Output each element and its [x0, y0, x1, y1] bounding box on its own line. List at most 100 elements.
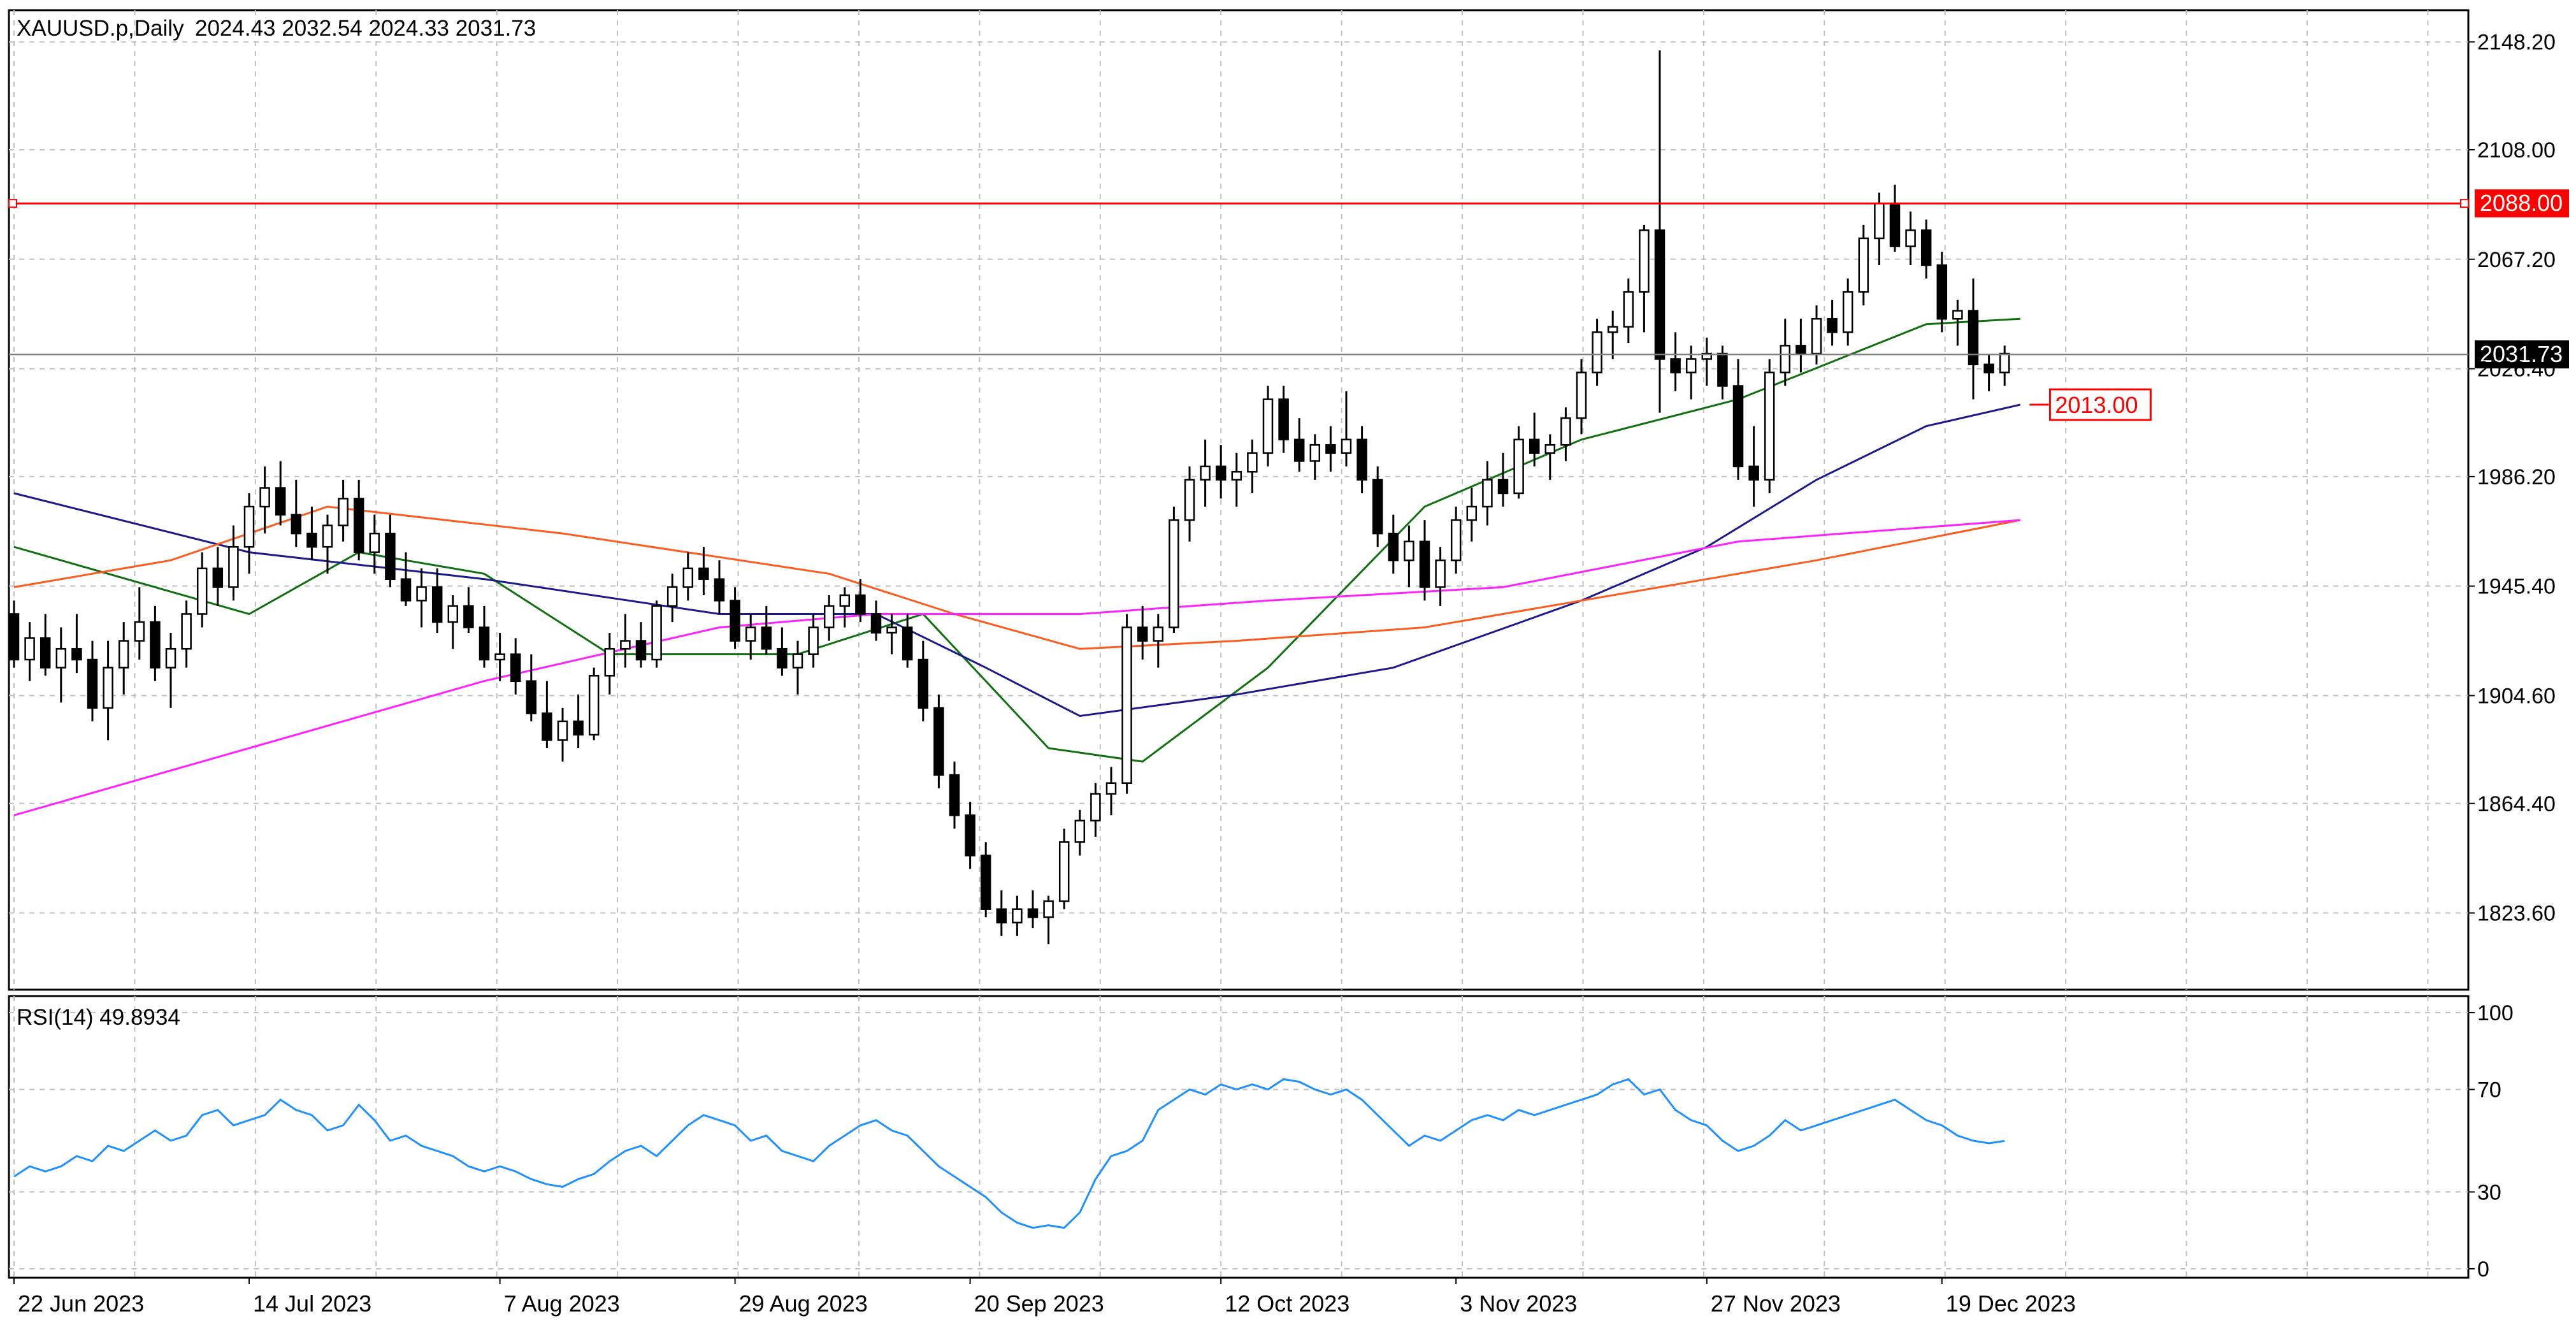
ma-line-ma_magenta [13, 519, 2020, 816]
candle [259, 466, 270, 534]
rsi-panel-frame [8, 995, 2470, 1279]
rsi-label: RSI(14) 49.8934 [17, 1005, 180, 1030]
current-price-tag [2475, 340, 2569, 369]
ma-line-ma_navy [13, 403, 2021, 718]
candle [1231, 452, 1242, 507]
candle [1121, 614, 1132, 794]
candle [745, 614, 756, 660]
candle [730, 587, 740, 649]
candle [306, 507, 317, 561]
candle [71, 614, 82, 674]
candle [1262, 386, 1274, 466]
price-tick-label: 1945.40 [2477, 575, 2556, 599]
candle [839, 587, 851, 628]
candle [118, 622, 129, 695]
candle [1215, 445, 1227, 499]
candle [1482, 461, 1493, 526]
candle [479, 605, 490, 668]
candle [40, 614, 51, 676]
chart-ohlc: 2024.43 2032.54 2024.33 2031.73 [195, 16, 536, 41]
candle [1027, 890, 1039, 929]
price-tick-label: 2026.40 [2477, 358, 2556, 382]
ma-line-ma_green [13, 317, 2020, 763]
resistance-handle-left[interactable] [8, 199, 17, 208]
candle [1748, 426, 1759, 507]
candle [1936, 251, 1948, 333]
candle [714, 560, 725, 614]
candle [996, 890, 1007, 936]
candle [431, 568, 443, 633]
date-tick-label: 7 Aug 2023 [504, 1290, 620, 1317]
candle [1968, 278, 1979, 400]
candle [1889, 184, 1901, 252]
candle [1074, 809, 1086, 856]
candle [1137, 605, 1148, 660]
candle [1874, 192, 1885, 266]
candle [291, 479, 302, 547]
candle [1983, 354, 1994, 391]
candle [322, 514, 333, 574]
candle [196, 552, 208, 628]
date-tick-label: 12 Oct 2023 [1225, 1290, 1349, 1317]
rsi-tick-label: 30 [2477, 1180, 2501, 1204]
candle [1607, 310, 1618, 359]
candle [651, 600, 662, 668]
candle [1576, 359, 1587, 435]
date-tick-label: 22 Jun 2023 [18, 1290, 144, 1317]
candle [181, 600, 192, 668]
candle [1529, 412, 1540, 466]
candle [463, 587, 474, 633]
candle [1623, 278, 1634, 343]
candle [1654, 50, 1666, 413]
candle [666, 574, 678, 623]
candle [933, 694, 944, 789]
candle [902, 614, 913, 668]
rsi-tick-label: 100 [2477, 1001, 2514, 1025]
date-tick-label: 19 Dec 2023 [1946, 1290, 2076, 1317]
candle [823, 595, 835, 641]
candle [1090, 783, 1101, 837]
candle [635, 622, 647, 668]
candles [8, 50, 2010, 944]
date-tick-label: 14 Jul 2023 [253, 1290, 371, 1317]
candle [1372, 466, 1383, 547]
resistance-price-tag [2475, 189, 2569, 218]
candle [1764, 359, 1775, 493]
candle [55, 627, 67, 703]
candle [620, 614, 631, 668]
candle [573, 694, 584, 749]
candle [917, 640, 929, 721]
candle [1466, 488, 1478, 542]
candle [965, 802, 975, 869]
rsi-tick-label: 70 [2477, 1078, 2501, 1102]
resistance-handle-right[interactable] [2460, 199, 2469, 208]
candle [416, 568, 427, 628]
candle [134, 587, 145, 660]
candle [1153, 614, 1164, 668]
candle [8, 600, 20, 668]
candle [1842, 278, 1853, 346]
annotation-box[interactable] [2048, 388, 2152, 421]
candle [808, 614, 819, 668]
candle [1247, 439, 1258, 493]
candle [1780, 319, 1791, 386]
candle [1513, 426, 1524, 499]
candle [698, 547, 709, 595]
candle [1184, 466, 1195, 542]
candle [228, 525, 239, 601]
candle [1293, 418, 1305, 472]
candle [447, 595, 459, 649]
candle [1341, 391, 1352, 466]
candle [1560, 407, 1571, 461]
candle [870, 600, 882, 641]
price-tick-label: 2148.20 [2477, 31, 2556, 55]
candle [1058, 828, 1070, 909]
candle [1795, 319, 1806, 373]
price-tick-label: 1904.60 [2477, 684, 2556, 708]
date-tick-label: 20 Sep 2023 [974, 1290, 1104, 1317]
candle [275, 461, 286, 526]
candle [1952, 300, 1963, 346]
candle [1544, 434, 1556, 480]
